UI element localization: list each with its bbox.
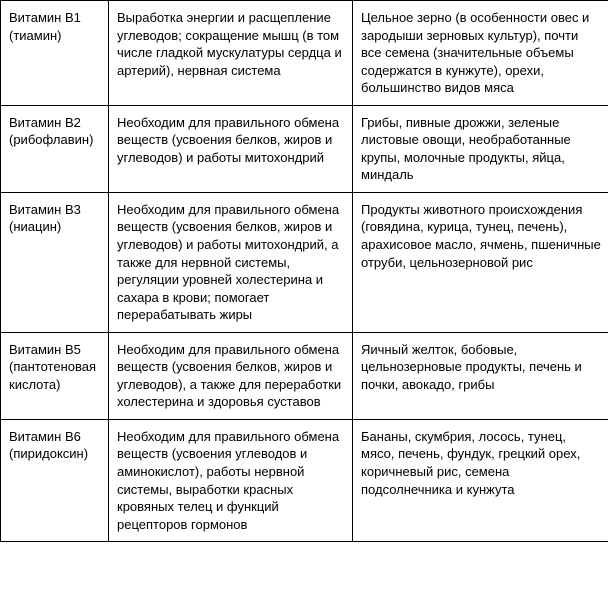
vitamin-name-cell: Витамин B1 (тиамин) [1,1,109,106]
vitamins-table: Витамин B1 (тиамин) Выработка энергии и … [0,0,608,542]
vitamin-name-cell: Витамин B6 (пиридоксин) [1,419,109,541]
table-row: Витамин B3 (ниацин) Необходим для правил… [1,192,608,332]
vitamin-name-cell: Витамин B5 (пантотеновая кислота) [1,332,109,419]
table-row: Витамин B2 (рибофлавин) Необходим для пр… [1,105,608,192]
table-row: Витамин B5 (пантотеновая кислота) Необхо… [1,332,608,419]
vitamin-name-cell: Витамин B3 (ниацин) [1,192,109,332]
table-row: Витамин B6 (пиридоксин) Необходим для пр… [1,419,608,541]
vitamin-function-cell: Необходим для правильного обмена веществ… [109,419,353,541]
vitamin-sources-cell: Продукты животного происхождения (говяди… [353,192,608,332]
vitamin-sources-cell: Цельное зерно (в особенности овес и заро… [353,1,608,106]
vitamin-name-cell: Витамин B2 (рибофлавин) [1,105,109,192]
vitamin-sources-cell: Яичный желток, бобовые, цельнозерновые п… [353,332,608,419]
vitamin-function-cell: Необходим для правильного обмена веществ… [109,192,353,332]
table-row: Витамин B1 (тиамин) Выработка энергии и … [1,1,608,106]
vitamin-function-cell: Необходим для правильного обмена веществ… [109,332,353,419]
vitamin-function-cell: Необходим для правильного обмена веществ… [109,105,353,192]
vitamin-function-cell: Выработка энергии и расщепление углеводо… [109,1,353,106]
vitamin-sources-cell: Бананы, скумбрия, лосось, тунец, мясо, п… [353,419,608,541]
vitamin-sources-cell: Грибы, пивные дрожжи, зеленые листовые о… [353,105,608,192]
